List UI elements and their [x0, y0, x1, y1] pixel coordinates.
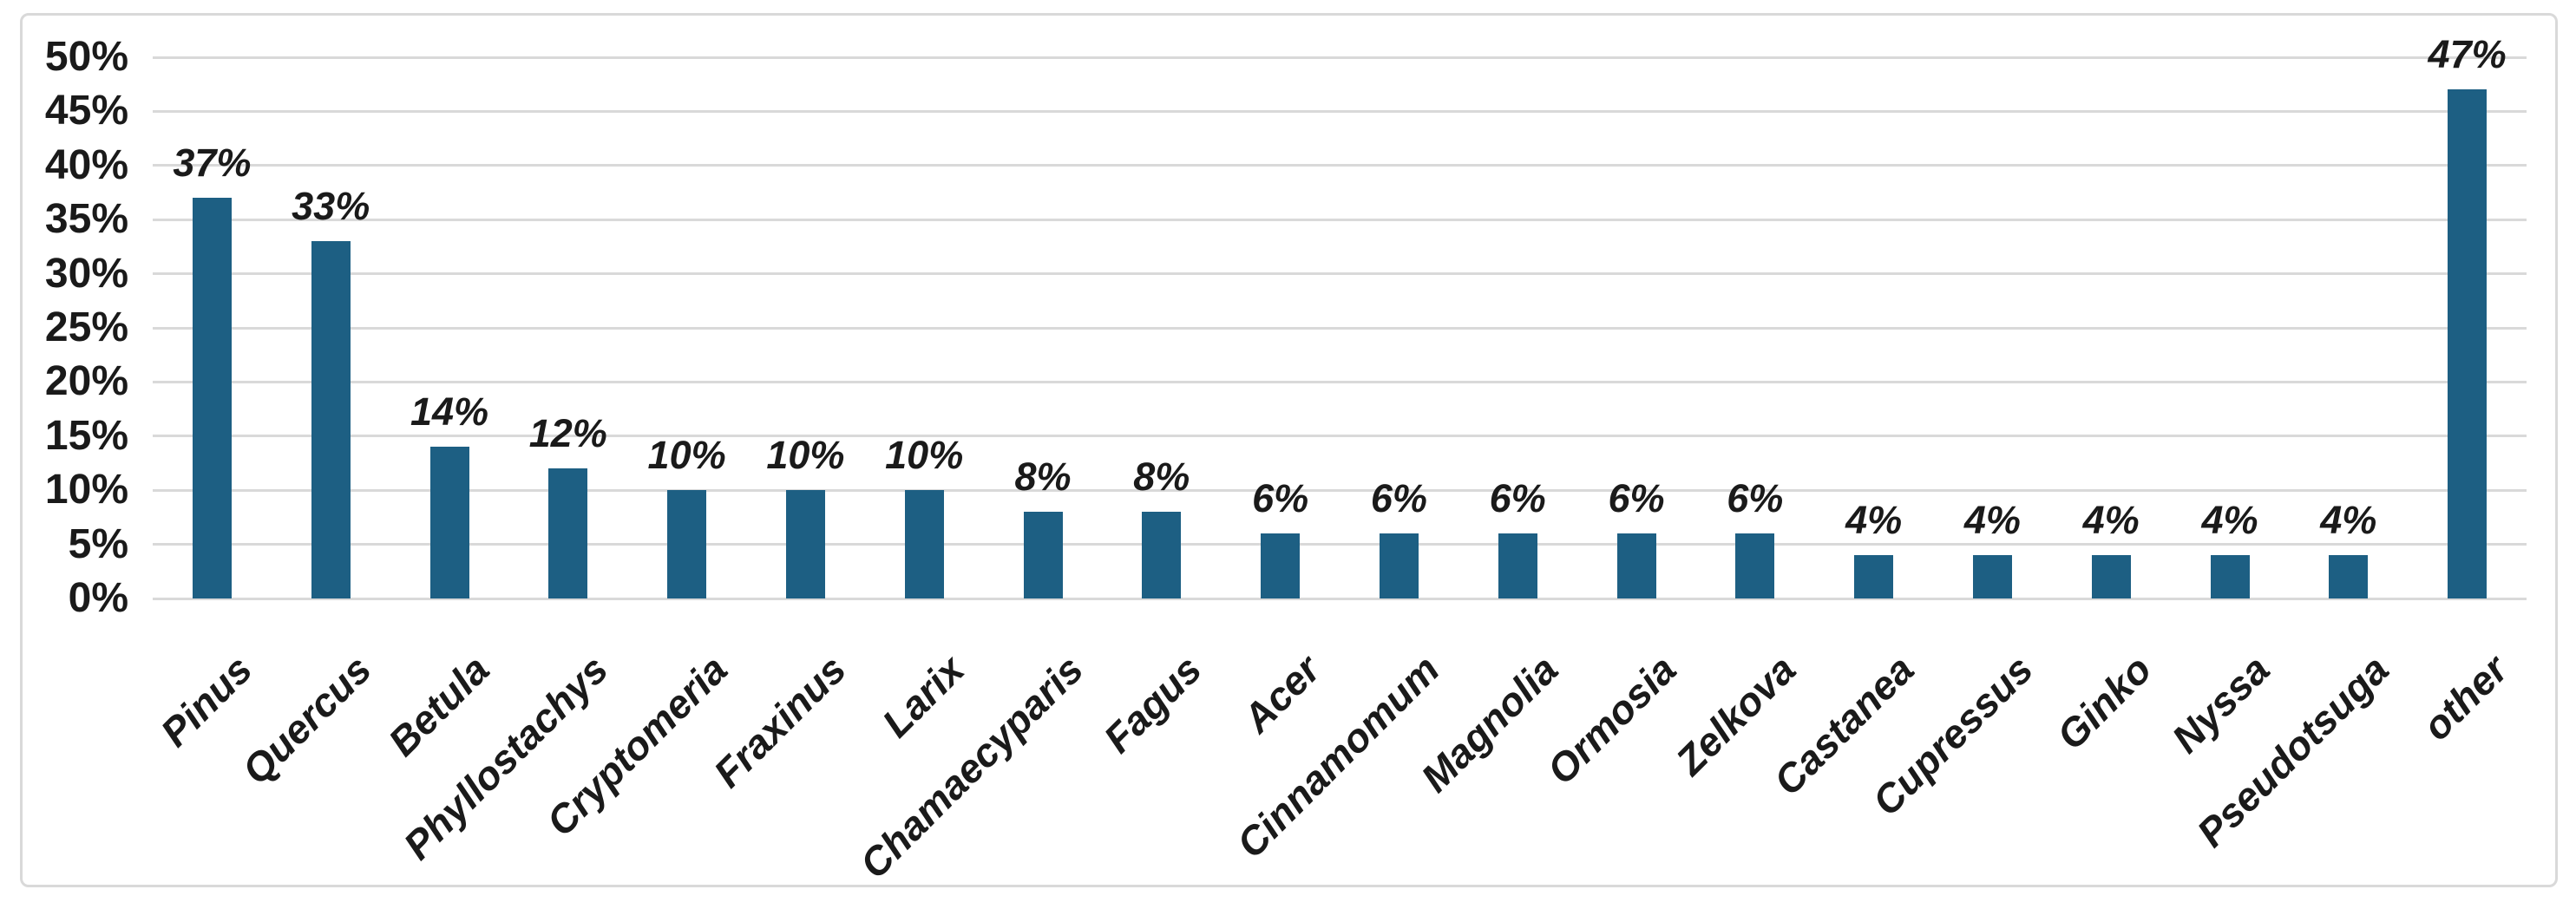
- y-axis-tick-label: 10%: [44, 467, 128, 513]
- y-gridline: [153, 488, 2527, 492]
- bar-value-label: 14%: [410, 389, 489, 435]
- bar: [1023, 512, 1063, 598]
- y-axis-tick-label: 5%: [68, 520, 128, 567]
- y-axis-tick-label: 25%: [44, 304, 128, 350]
- y-gridline: [153, 56, 2527, 59]
- y-axis-tick-label: 50%: [44, 34, 128, 80]
- bar-value-label: 10%: [766, 433, 845, 478]
- y-axis-tick-label: 40%: [44, 141, 128, 188]
- bar: [192, 198, 232, 598]
- bar-value-label: 33%: [292, 184, 370, 229]
- bar: [1142, 512, 1182, 598]
- bar-value-label: 8%: [1014, 454, 1072, 500]
- bar-value-label: 10%: [885, 433, 964, 478]
- bar: [548, 468, 588, 598]
- bar: [1854, 555, 1894, 598]
- y-gridline: [153, 218, 2527, 221]
- bar-value-label: 8%: [1133, 454, 1190, 500]
- bar-value-label: 6%: [1252, 476, 1309, 521]
- bar: [2448, 89, 2488, 598]
- y-gridline: [153, 164, 2527, 167]
- bar: [2329, 555, 2369, 598]
- bar: [429, 447, 469, 598]
- y-axis-tick-label: 20%: [44, 358, 128, 405]
- bar-value-label: 6%: [1370, 476, 1427, 521]
- bar-value-label: 4%: [2320, 498, 2377, 543]
- bar: [1261, 533, 1301, 598]
- y-axis-tick-label: 15%: [44, 412, 128, 459]
- bar: [2091, 555, 2131, 598]
- bar-value-label: 4%: [1963, 498, 2021, 543]
- y-axis-tick-label: 0%: [68, 575, 128, 621]
- bar: [311, 241, 351, 598]
- bar: [1735, 533, 1775, 598]
- bar-value-label: 6%: [1608, 476, 1665, 521]
- bar: [2210, 555, 2250, 598]
- bar: [1972, 555, 2012, 598]
- y-gridline: [153, 109, 2527, 113]
- bar: [904, 490, 944, 598]
- bar: [667, 490, 707, 598]
- bar: [1498, 533, 1537, 598]
- y-axis-tick-label: 35%: [44, 196, 128, 243]
- y-gridline: [153, 597, 2527, 600]
- y-gridline: [153, 272, 2527, 276]
- bar-value-label: 10%: [647, 433, 726, 478]
- bar: [1379, 533, 1419, 598]
- chart-plot-border: [20, 13, 2558, 887]
- bar: [785, 490, 825, 598]
- bar-value-label: 12%: [528, 411, 607, 456]
- bar-value-label: 4%: [1845, 498, 1903, 543]
- y-axis-tick-label: 45%: [44, 88, 128, 134]
- y-axis-tick-label: 30%: [44, 250, 128, 297]
- y-gridline: [153, 326, 2527, 330]
- bar-value-label: 37%: [173, 141, 252, 186]
- bar: [1616, 533, 1656, 598]
- y-gridline: [153, 543, 2527, 546]
- bar-value-label: 6%: [1489, 476, 1546, 521]
- bar-value-label: 4%: [2082, 498, 2140, 543]
- bar-value-label: 6%: [1727, 476, 1784, 521]
- bar-value-label: 47%: [2428, 32, 2507, 77]
- y-gridline: [153, 380, 2527, 383]
- y-gridline: [153, 435, 2527, 438]
- bar-value-label: 4%: [2201, 498, 2258, 543]
